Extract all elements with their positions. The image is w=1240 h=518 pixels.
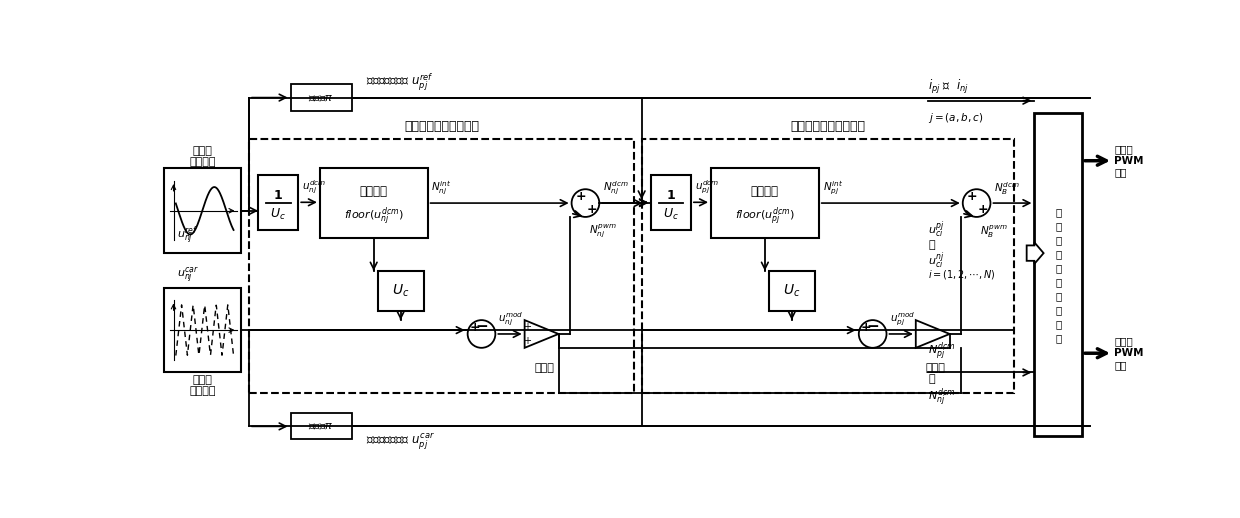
Text: $u_{nj}^{car}$: $u_{nj}^{car}$ — [176, 266, 198, 285]
Text: 上桥臂三角载波 $u_{pj}^{car}$: 上桥臂三角载波 $u_{pj}^{car}$ — [366, 431, 435, 451]
Text: +: + — [523, 322, 531, 332]
Text: 参考电压: 参考电压 — [190, 157, 216, 167]
Text: $N_{nj}^{dcm}$: $N_{nj}^{dcm}$ — [928, 386, 956, 409]
Text: $u_{ci}^{nj}$: $u_{ci}^{nj}$ — [928, 250, 945, 271]
Text: $U_c$: $U_c$ — [663, 207, 678, 222]
Polygon shape — [916, 320, 950, 348]
Text: $U_c$: $U_c$ — [784, 283, 801, 299]
Text: 上桥臂参考电压 $u_{pj}^{ref}$: 上桥臂参考电压 $u_{pj}^{ref}$ — [366, 71, 434, 93]
Text: $N_{pj}^{dcm}$: $N_{pj}^{dcm}$ — [928, 341, 956, 363]
Text: $u_{nj}^{mod}$: $u_{nj}^{mod}$ — [498, 310, 523, 328]
Text: 或: 或 — [928, 240, 935, 250]
Text: $N_{nj}^{int}$: $N_{nj}^{int}$ — [432, 180, 451, 197]
FancyBboxPatch shape — [769, 271, 815, 311]
Text: +: + — [967, 191, 977, 204]
Text: 下桥臂
PWM
信号: 下桥臂 PWM 信号 — [1115, 337, 1145, 370]
Text: 比较器: 比较器 — [926, 363, 946, 373]
FancyBboxPatch shape — [290, 84, 352, 111]
Text: 电
容
电
压
平
衡
控
制
方
法: 电 容 电 压 平 衡 控 制 方 法 — [1055, 207, 1061, 343]
Text: +: + — [587, 203, 596, 215]
Text: $floor(u_{nj}^{dcm})$: $floor(u_{nj}^{dcm})$ — [343, 206, 403, 228]
Text: $U_c$: $U_c$ — [270, 207, 286, 222]
Text: $U_c$: $U_c$ — [392, 283, 409, 299]
FancyArrow shape — [1027, 242, 1044, 264]
Text: $i=(1,2,\cdots,N)$: $i=(1,2,\cdots,N)$ — [928, 268, 996, 281]
Text: +: + — [977, 203, 988, 215]
FancyBboxPatch shape — [320, 168, 428, 238]
FancyBboxPatch shape — [641, 139, 1014, 393]
FancyBboxPatch shape — [164, 288, 242, 372]
FancyBboxPatch shape — [164, 168, 242, 253]
Text: $N_{pj}^{int}$: $N_{pj}^{int}$ — [822, 180, 843, 197]
Text: 比较器: 比较器 — [534, 363, 554, 373]
Text: 或: 或 — [928, 374, 935, 384]
Text: −: − — [475, 319, 487, 334]
Text: 三角载波: 三角载波 — [190, 386, 216, 396]
Text: $\mathbf{1}$: $\mathbf{1}$ — [666, 189, 676, 202]
Text: −: − — [867, 319, 879, 334]
FancyBboxPatch shape — [249, 139, 634, 393]
Text: $u_{nj}^{ref}$: $u_{nj}^{ref}$ — [176, 225, 198, 247]
FancyBboxPatch shape — [651, 175, 691, 230]
Text: 向下取整: 向下取整 — [751, 185, 779, 198]
Text: 上桥臂双载波调制流程: 上桥臂双载波调制流程 — [791, 120, 866, 133]
Text: $N_B^{pwm}$: $N_B^{pwm}$ — [981, 223, 1008, 240]
Text: $floor(u_{pj}^{dcm})$: $floor(u_{pj}^{dcm})$ — [735, 206, 795, 228]
Text: 向下取整: 向下取整 — [360, 185, 388, 198]
Text: 移相角$\pi$: 移相角$\pi$ — [309, 421, 335, 431]
Text: $N_{nj}^{dcm}$: $N_{nj}^{dcm}$ — [603, 180, 629, 197]
FancyBboxPatch shape — [290, 413, 352, 439]
Text: +: + — [469, 321, 480, 334]
FancyBboxPatch shape — [377, 271, 424, 311]
Text: $i_{pj}$ 或  $i_{nj}$: $i_{pj}$ 或 $i_{nj}$ — [928, 78, 968, 96]
Text: +: + — [523, 336, 531, 346]
Text: $u_{pj}^{dcm}$: $u_{pj}^{dcm}$ — [694, 179, 719, 196]
Text: 上桥臂
PWM
信号: 上桥臂 PWM 信号 — [1115, 144, 1145, 177]
Text: +: + — [861, 321, 870, 334]
FancyBboxPatch shape — [258, 175, 299, 230]
FancyBboxPatch shape — [1034, 113, 1083, 436]
Text: $\mathbf{1}$: $\mathbf{1}$ — [273, 189, 283, 202]
Text: 移相角$\pi$: 移相角$\pi$ — [309, 93, 335, 103]
Text: $N_{nj}^{pwm}$: $N_{nj}^{pwm}$ — [589, 223, 618, 240]
Text: $N_B^{dcm}$: $N_B^{dcm}$ — [994, 180, 1021, 197]
Text: $u_{ci}^{pj}$: $u_{ci}^{pj}$ — [928, 220, 945, 240]
Text: $u_{nj}^{dcm}$: $u_{nj}^{dcm}$ — [303, 179, 326, 196]
Text: 下桥臂: 下桥臂 — [193, 147, 213, 156]
Text: $u_{pj}^{mod}$: $u_{pj}^{mod}$ — [889, 310, 915, 328]
Polygon shape — [525, 320, 558, 348]
FancyBboxPatch shape — [711, 168, 818, 238]
Text: 下桥臂: 下桥臂 — [193, 375, 213, 385]
Text: 下桥臂双载波调制流程: 下桥臂双载波调制流程 — [404, 120, 479, 133]
Text: $j=(a,b,c)$: $j=(a,b,c)$ — [928, 111, 983, 125]
Text: +: + — [575, 191, 587, 204]
